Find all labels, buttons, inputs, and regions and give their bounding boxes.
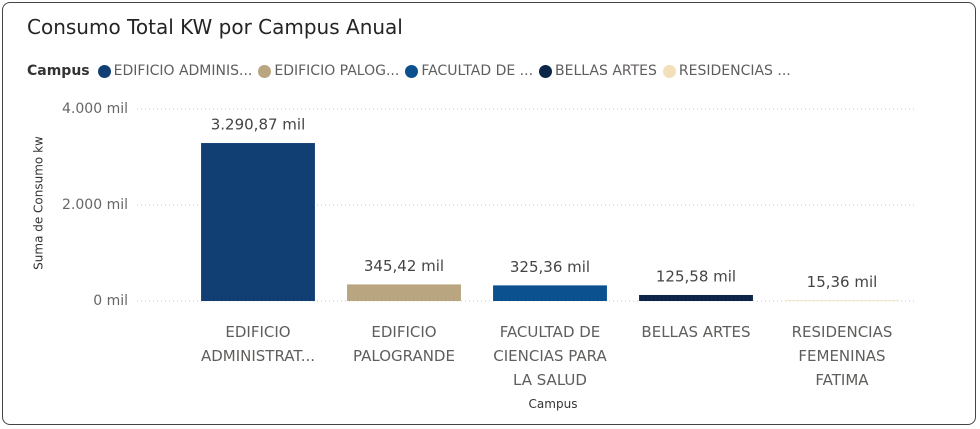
bar	[785, 300, 899, 301]
chart-card: Suma de Consumo kw 0 mil 2.000 mil 4.000 m…	[2, 2, 976, 425]
data-label: 345,42 mil	[364, 257, 444, 275]
x-tick-label: RESIDENCIAS FEMENINAS FATIMA	[791, 323, 893, 389]
legend-swatch	[662, 64, 676, 78]
data-label: 325,36 mil	[510, 258, 590, 276]
x-tick-label: EDIFICIO ADMINISTRAT...	[200, 323, 316, 365]
bar	[201, 143, 315, 301]
legend-item: EDIFICIO PALOG...	[258, 63, 399, 79]
legend-item: FACULTAD DE ...	[405, 63, 533, 79]
data-label: 3.290,87 mil	[211, 116, 306, 134]
chart: Suma de Consumo kw 0 mil 2.000 mil 4.000 m…	[32, 101, 915, 309]
x-axis-title: Campus	[528, 397, 578, 411]
legend-swatch	[258, 64, 272, 78]
x-tick-label: BELLAS ARTES	[641, 323, 751, 341]
legend-label: EDIFICIO PALOG...	[274, 63, 400, 79]
y-tick-label: 4.000 mil	[62, 101, 128, 117]
legend-title: Campus	[27, 63, 90, 79]
data-label: 15,36 mil	[807, 273, 878, 291]
legend-item: EDIFICIO ADMINIS...	[97, 63, 253, 79]
bar	[639, 294, 753, 301]
x-tick-label: FACULTAD DE CIENCIAS PARA LA SALUD	[493, 323, 607, 389]
data-label: 125,58 mil	[656, 267, 736, 285]
legend-label: FACULTAD DE ...	[421, 63, 534, 79]
legend-item: RESIDENCIAS ...	[662, 63, 791, 79]
legend-swatch	[405, 64, 419, 78]
y-tick-label: 2.000 mil	[62, 197, 128, 213]
bar	[347, 284, 461, 301]
x-tick-label: EDIFICIO PALOGRANDE	[353, 323, 455, 365]
bar	[493, 285, 607, 301]
legend: Campus EDIFICIO ADMINIS... EDIFICIO PALOG…	[27, 63, 797, 79]
legend-label: BELLAS ARTES	[555, 63, 657, 79]
legend-swatch	[97, 64, 111, 78]
chart-title: Consumo Total KW por Campus Anual	[27, 15, 403, 39]
legend-swatch	[539, 64, 553, 78]
legend-label: RESIDENCIAS ...	[678, 63, 791, 79]
y-axis-title: Suma de Consumo kw	[32, 136, 46, 270]
y-tick-label: 0 mil	[93, 293, 128, 309]
legend-label: EDIFICIO ADMINIS...	[113, 63, 253, 79]
legend-item: BELLAS ARTES	[539, 63, 657, 79]
